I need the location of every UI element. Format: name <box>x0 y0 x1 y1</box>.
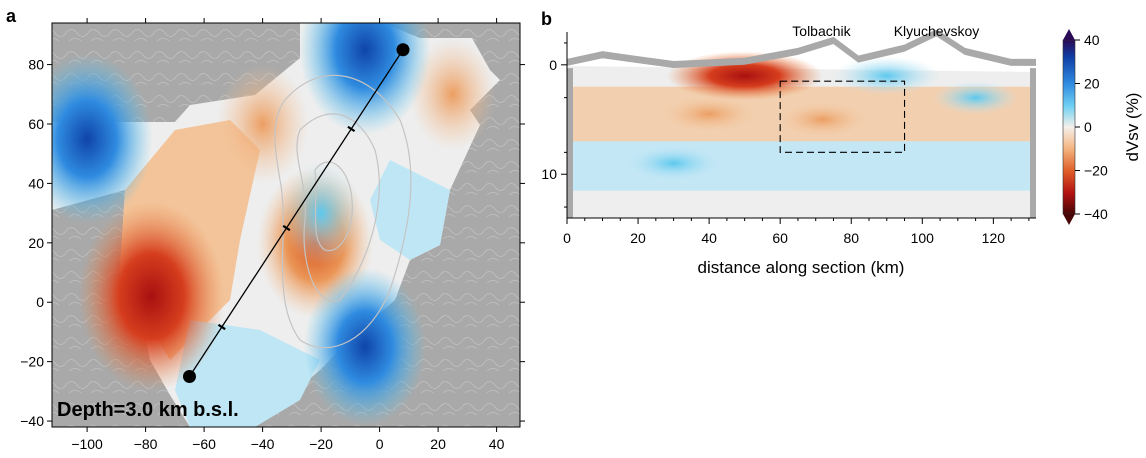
panel-a-volcano-contour-core <box>314 161 353 252</box>
colorbar-tick-label: 40 <box>1084 32 1100 48</box>
colorbar-tick-label: 0 <box>1084 119 1092 135</box>
panel-a-anomaly-high-7 <box>281 161 362 266</box>
panel-a-section-tick <box>347 125 356 133</box>
panel-b-volcano-label: Klyuchevskoy <box>894 23 980 39</box>
panel-a-anomaly-high-4 <box>52 53 153 224</box>
panel-a-x-tick-label: −100 <box>71 436 103 452</box>
panel-b-section: 0 20 40 60 80 100 120 0 10 distance along secti… <box>541 23 1036 277</box>
panel-a-x-tick-label: −40 <box>251 436 275 452</box>
panel-a-y-tick-label: 20 <box>28 235 44 251</box>
panel-b-left-edge-mask <box>567 68 573 218</box>
panel-a-y-tick-label: −20 <box>20 354 44 370</box>
panel-a-y-tick-label: −40 <box>20 413 44 429</box>
colorbar-tick-label: 20 <box>1084 76 1100 92</box>
panel-b-x-tick-label: 0 <box>563 230 571 246</box>
panel-a-section-ticks <box>217 125 356 331</box>
panel-a-frame <box>51 22 521 428</box>
colorbar: 40 20 0 −20 −40 dVsv (%) <box>1062 29 1142 225</box>
panel-a-x-tick-label: 20 <box>430 436 446 452</box>
panel-a-velocity-field <box>52 23 500 427</box>
panel-b-y-tick-label: 10 <box>541 166 557 182</box>
panel-a-section-start-marker <box>182 370 196 383</box>
panel-a-y-axis: −40 −20 0 20 40 60 80 <box>20 57 525 429</box>
colorbar-tick-label: −20 <box>1084 163 1108 179</box>
colorbar-ticks: 40 20 0 −20 −40 <box>1075 32 1108 222</box>
panel-a-coastline-contours <box>274 74 412 349</box>
panel-a-x-axis: −100 −80 −60 −40 −20 0 20 40 <box>71 18 505 452</box>
panel-b-y-axis: 0 10 <box>541 42 567 208</box>
panel-a-y-tick-label: 60 <box>28 116 44 132</box>
panel-a-y-tick-label: 40 <box>28 175 44 191</box>
panel-b-x-axis: 0 20 40 60 80 100 120 <box>563 218 1030 246</box>
colorbar-top-extension <box>1063 29 1075 40</box>
panel-a-y-tick-label: 0 <box>36 294 44 310</box>
panel-a-volcano-contour <box>274 74 412 349</box>
panel-a-section-line <box>188 49 404 377</box>
panel-b-label: b <box>541 9 552 29</box>
colorbar-bottom-extension <box>1063 214 1075 225</box>
panel-a-x-tick-label: 40 <box>489 436 505 452</box>
colorbar-tick-label: −40 <box>1084 206 1108 222</box>
panel-a-x-tick-label: −80 <box>134 436 158 452</box>
panel-b-anomaly-4 <box>624 145 723 182</box>
panel-a-anomaly-low-0 <box>78 201 225 392</box>
panel-a-section-tick <box>282 224 291 232</box>
panel-a-anomaly-low-3 <box>409 38 496 151</box>
panel-b-x-tick-label: 20 <box>630 230 646 246</box>
panel-a-x-tick-label: −20 <box>309 436 333 452</box>
panel-a-x-tick-label: −60 <box>192 436 216 452</box>
panel-b-x-tick-label: 40 <box>701 230 717 246</box>
panel-a-data-region-cool-east <box>370 160 450 260</box>
panel-a-depth-annotation: Depth=3.0 km b.s.l. <box>57 399 239 421</box>
panel-a-y-tick-label: 80 <box>28 57 44 73</box>
panel-b-y-tick-label: 0 <box>549 57 557 73</box>
colorbar-label: dVsv (%) <box>1123 93 1142 162</box>
panel-b-dashed-box <box>779 80 906 153</box>
panel-b-x-tick-label: 120 <box>982 230 1006 246</box>
panel-a-section-end-marker <box>396 43 410 57</box>
colorbar-gradient <box>1062 39 1076 215</box>
panel-b-anomaly-5 <box>932 80 1019 115</box>
panel-b-anomaly-2 <box>780 102 866 137</box>
panel-a-volcano-contour-inner <box>296 113 380 302</box>
panel-a-section-tick <box>217 323 226 331</box>
panel-b-anomaly-1 <box>663 96 756 132</box>
panel-b-x-axis-label: distance along section (km) <box>698 258 905 277</box>
panel-b-volcano-labels: Tolbachik Klyuchevskoy <box>792 23 979 39</box>
panel-a-anomaly-high-6 <box>303 267 426 427</box>
panel-a-label: a <box>6 6 17 26</box>
panel-b-right-edge-mask <box>1030 68 1036 218</box>
panel-b-x-tick-label: 80 <box>843 230 859 246</box>
panel-b-volcano-label: Tolbachik <box>792 23 851 39</box>
panel-b-x-tick-label: 100 <box>911 230 935 246</box>
panel-a-anomaly-low-2 <box>216 64 309 184</box>
panel-b-anomaly-3 <box>832 56 941 96</box>
panel-b-topography <box>567 30 1036 218</box>
panel-a-x-tick-label: 0 <box>376 436 384 452</box>
panel-b-velocity-field <box>567 51 1036 218</box>
panel-a-map: Depth=3.0 km b.s.l. −100 −80 −60 −40 −20 0 20 4… <box>20 18 525 452</box>
panel-b-x-tick-label: 60 <box>772 230 788 246</box>
